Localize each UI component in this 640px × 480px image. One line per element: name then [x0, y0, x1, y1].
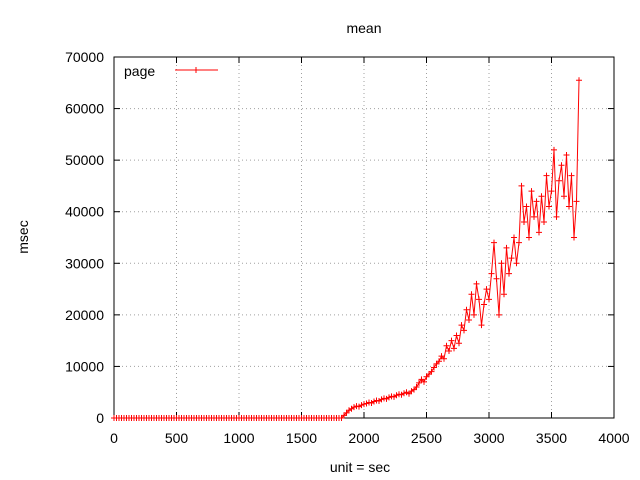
data-point — [461, 327, 467, 334]
data-point — [576, 77, 582, 84]
data-point — [471, 311, 477, 318]
data-point — [528, 188, 535, 195]
x-axis-label: unit = sec — [330, 459, 390, 475]
data-point — [478, 322, 485, 329]
y-tick-label: 10000 — [65, 358, 104, 374]
data-point — [491, 239, 497, 246]
data-point — [543, 172, 550, 179]
data-point — [533, 198, 540, 205]
grid-layer — [114, 57, 614, 418]
data-point — [518, 182, 525, 189]
data-point — [556, 177, 562, 184]
data-point — [553, 213, 560, 220]
data-point — [443, 342, 450, 349]
data-point — [566, 203, 572, 210]
data-point — [466, 317, 472, 324]
data-point — [481, 301, 487, 308]
x-tick-label: 3000 — [473, 430, 504, 446]
data-point — [436, 358, 442, 365]
legend-label-page: page — [124, 63, 155, 79]
data-point — [523, 203, 530, 210]
y-tick-label: 40000 — [65, 204, 104, 220]
data-point — [463, 306, 470, 313]
tick-labels-layer: 0 500 1000 1500 2000 2500 3000 3500 400001000020… — [65, 49, 630, 446]
series-layer — [111, 77, 582, 421]
data-point — [493, 275, 500, 282]
data-point — [458, 322, 465, 329]
data-point — [428, 368, 435, 375]
data-point — [531, 213, 537, 220]
data-point — [496, 311, 502, 318]
chart-title: mean — [346, 20, 381, 36]
legend-marker-page — [193, 67, 199, 73]
data-point — [453, 332, 460, 339]
y-tick-label: 70000 — [65, 49, 104, 65]
data-point — [536, 229, 542, 236]
x-tick-label: 3500 — [536, 430, 567, 446]
data-point — [431, 364, 437, 371]
data-point — [486, 296, 492, 303]
data-point — [456, 340, 462, 347]
data-point — [498, 260, 505, 267]
data-point — [506, 270, 512, 277]
y-tick-label: 0 — [96, 410, 104, 426]
data-point — [503, 244, 510, 251]
data-point — [488, 270, 495, 277]
data-point — [546, 203, 552, 210]
y-tick-label: 60000 — [65, 101, 104, 117]
data-point — [561, 193, 567, 200]
x-tick-label: 2000 — [348, 430, 379, 446]
data-point — [516, 239, 522, 246]
data-point — [508, 255, 515, 262]
data-point — [451, 345, 457, 352]
data-point — [571, 234, 577, 241]
data-point — [413, 384, 420, 391]
data-point — [468, 291, 475, 298]
series-line-page — [114, 80, 580, 419]
data-point — [563, 151, 570, 158]
data-point — [441, 355, 447, 362]
y-tick-label: 50000 — [65, 152, 104, 168]
data-point — [551, 146, 557, 153]
x-tick-label: 4000 — [598, 430, 629, 446]
x-tick-label: 1500 — [286, 430, 317, 446]
data-point — [511, 234, 517, 241]
y-axis-label: msec — [15, 220, 31, 253]
data-point — [473, 280, 480, 287]
data-point — [573, 198, 580, 205]
legend: page — [124, 63, 218, 79]
data-point — [521, 219, 527, 226]
data-point — [501, 291, 507, 298]
data-point — [568, 172, 575, 179]
data-point — [541, 219, 547, 226]
data-point — [513, 260, 520, 267]
data-point — [446, 347, 452, 354]
x-tick-label: 2500 — [411, 430, 442, 446]
x-tick-label: 500 — [165, 430, 189, 446]
data-point — [448, 337, 455, 344]
data-point — [421, 378, 427, 385]
data-point — [558, 162, 565, 169]
x-tick-label: 1000 — [223, 430, 254, 446]
data-point — [483, 286, 490, 293]
data-point — [548, 188, 555, 195]
x-tick-label: 0 — [110, 430, 118, 446]
data-point — [416, 379, 422, 386]
y-tick-label: 30000 — [65, 255, 104, 271]
data-point — [526, 234, 532, 241]
data-point — [476, 296, 482, 303]
y-tick-label: 20000 — [65, 307, 104, 323]
data-point — [538, 193, 545, 200]
